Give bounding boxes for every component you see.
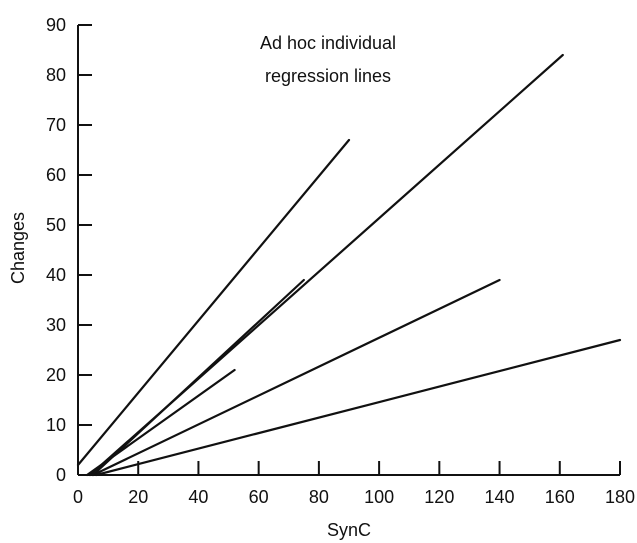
y-tick-label-10: 10	[46, 415, 66, 435]
x-tick-label-160: 160	[545, 487, 575, 507]
y-tick-label-60: 60	[46, 165, 66, 185]
regression-line-4	[85, 368, 236, 477]
x-ticks: 0 20 40 60 80 100 120 140 160 180	[73, 461, 635, 507]
regression-line-5	[91, 278, 501, 477]
x-tick-label-180: 180	[605, 487, 635, 507]
y-tick-label-80: 80	[46, 65, 66, 85]
y-tick-label-20: 20	[46, 365, 66, 385]
x-tick-label-0: 0	[73, 487, 83, 507]
y-tick-label-40: 40	[46, 265, 66, 285]
chart-annotation-line-1: Ad hoc individual	[260, 33, 396, 53]
x-tick-label-140: 140	[485, 487, 515, 507]
regression-line-3	[91, 278, 305, 477]
x-tick-label-120: 120	[424, 487, 454, 507]
y-tick-label-90: 90	[46, 15, 66, 35]
axes	[77, 25, 620, 476]
regression-line-1	[76, 138, 351, 467]
chart-annotation-line-2: regression lines	[265, 66, 391, 86]
x-tick-label-40: 40	[188, 487, 208, 507]
x-axis-label: SynC	[327, 520, 371, 540]
y-ticks: 0 10 20 30 40 50 60 70 80 90	[46, 15, 92, 485]
y-tick-label-70: 70	[46, 115, 66, 135]
regression-line-6	[94, 338, 622, 477]
x-tick-label-100: 100	[364, 487, 394, 507]
series-layer	[76, 53, 622, 477]
y-tick-label-50: 50	[46, 215, 66, 235]
x-tick-label-60: 60	[249, 487, 269, 507]
x-tick-label-20: 20	[128, 487, 148, 507]
x-tick-label-80: 80	[309, 487, 329, 507]
y-axis-label: Changes	[8, 212, 28, 284]
y-tick-label-30: 30	[46, 315, 66, 335]
y-tick-label-0: 0	[56, 465, 66, 485]
